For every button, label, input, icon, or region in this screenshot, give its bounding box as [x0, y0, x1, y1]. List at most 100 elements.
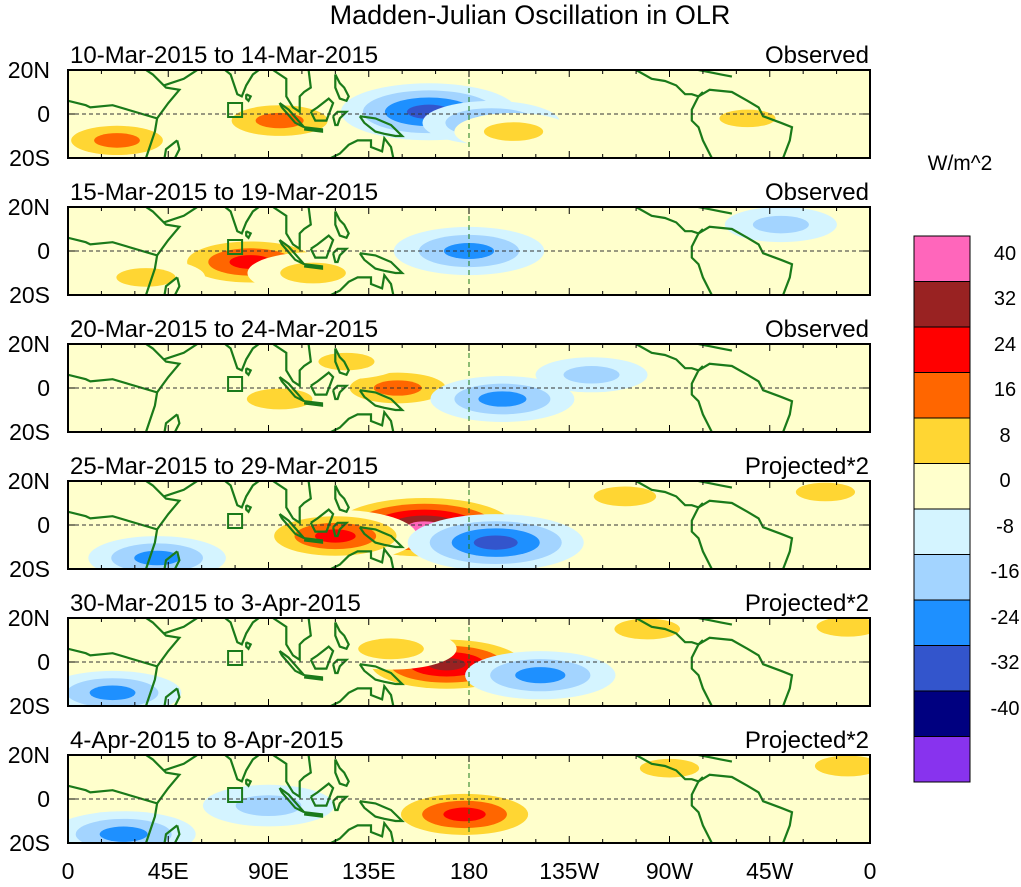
region-box: [227, 650, 244, 666]
coastline: [144, 529, 159, 569]
colorbar-swatch: [913, 281, 971, 328]
anomaly-blob: [202, 784, 335, 827]
colorbar-swatch: [913, 645, 971, 692]
coastline: [332, 658, 350, 675]
chart-title: Madden-Julian Oscillation in OLR: [329, 0, 731, 30]
coastline: [223, 344, 261, 372]
y-tick-label: 0: [37, 786, 50, 812]
y-tick-label: 20S: [9, 830, 50, 856]
contour-fill: [94, 133, 140, 148]
coastline: [144, 255, 159, 295]
anomaly-blob: [379, 787, 550, 842]
anomaly-blob: [86, 258, 206, 295]
anomaly-blob: [88, 536, 226, 569]
coastline: [328, 820, 395, 843]
contour-fill: [255, 112, 304, 129]
anomaly-blob: [465, 651, 616, 700]
contour-fill: [89, 685, 136, 701]
y-tick-label: 0: [37, 101, 50, 127]
coastline: [303, 537, 324, 544]
coastline: [163, 413, 181, 432]
coastline: [272, 481, 312, 525]
coastline: [698, 207, 733, 215]
anomaly-blob: [766, 481, 870, 511]
y-tick-label: 20N: [7, 57, 50, 83]
coastline: [690, 780, 713, 843]
coastline: [698, 481, 733, 489]
region-box: [227, 376, 244, 392]
anomaly-blob: [247, 252, 379, 294]
y-tick-label: 20S: [9, 693, 50, 719]
y-tick-label: 20N: [7, 605, 50, 631]
panel-1: [67, 69, 871, 159]
coastline: [163, 824, 181, 843]
colorbar-label: 0: [999, 470, 1011, 492]
coastline: [303, 811, 324, 818]
coastline: [68, 344, 182, 394]
contour-fill: [318, 352, 375, 371]
coastline: [697, 499, 794, 569]
coastline: [163, 618, 199, 635]
coastline: [163, 70, 199, 87]
anomaly-blob: [782, 755, 870, 787]
colorbar: [913, 235, 971, 783]
colorbar-label: 16: [993, 379, 1017, 401]
x-tick-label: 90W: [645, 858, 694, 884]
y-tick-label: 20S: [9, 145, 50, 171]
coastline: [245, 93, 253, 103]
y-tick-label: 20N: [7, 742, 50, 768]
anomaly-blob: [562, 481, 688, 517]
contour-fill: [443, 807, 486, 822]
colorbar-swatch: [913, 554, 971, 601]
panel-kind-label: Observed: [764, 316, 869, 343]
coastline: [272, 618, 312, 662]
coastline: [223, 207, 261, 235]
contour-fill: [235, 795, 302, 816]
coastline: [163, 207, 199, 224]
coastline: [698, 344, 733, 352]
coastline: [278, 239, 305, 266]
coastline: [68, 481, 182, 531]
x-tick-label: 135E: [341, 858, 396, 884]
coastline: [334, 73, 350, 103]
coastline: [697, 773, 794, 843]
coastline: [272, 344, 312, 388]
anomaly-blob: [290, 344, 403, 380]
anomaly-blob: [581, 618, 713, 650]
contour-fill: [795, 482, 856, 502]
region-box: [227, 513, 244, 529]
contour-fill: [483, 122, 544, 141]
x-tick-label: 0: [863, 858, 877, 884]
panel-kind-label: Projected*2: [744, 453, 869, 480]
coastline: [332, 795, 350, 812]
colorbar-swatch: [913, 508, 971, 555]
coastline: [278, 376, 305, 403]
anomaly-blob: [340, 83, 517, 141]
coastline: [698, 70, 733, 78]
anomaly-blob: [214, 378, 346, 420]
colorbar-swatch: [913, 463, 971, 510]
x-tick-label: 90E: [248, 858, 289, 884]
coastline: [303, 263, 324, 270]
coastline: [358, 663, 405, 686]
contour-fill: [99, 826, 148, 842]
panel-period-label: 4-Apr-2015 to 8-Apr-2015: [70, 727, 344, 754]
coastline: [697, 225, 794, 295]
coastline: [163, 755, 199, 772]
y-tick-label: 20S: [9, 556, 50, 582]
coastline: [309, 782, 335, 807]
x-tick-label: 0: [61, 858, 75, 884]
coastline: [223, 755, 261, 783]
coastline: [163, 344, 199, 361]
y-tick-label: 20N: [7, 468, 50, 494]
coastlines: [68, 755, 794, 843]
coastline: [698, 618, 733, 626]
coastline: [163, 276, 181, 295]
coastline: [278, 513, 305, 540]
coastline: [68, 618, 182, 668]
coastline: [223, 481, 261, 509]
coastline: [635, 344, 704, 372]
coastline: [144, 666, 159, 706]
coastline: [328, 683, 395, 706]
coastline: [332, 521, 350, 538]
